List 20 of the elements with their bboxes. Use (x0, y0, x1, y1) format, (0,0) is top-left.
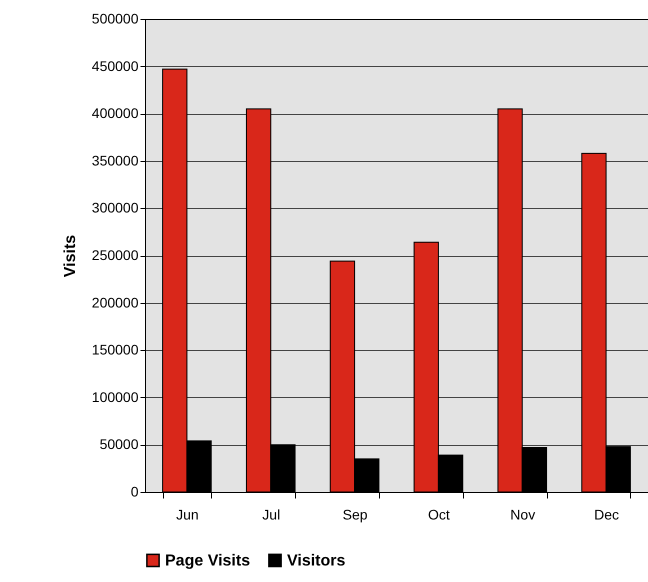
legend-label: Page Visits (165, 552, 250, 570)
y-tick-label: 350000 (92, 152, 139, 168)
y-tick-label: 0 (130, 484, 139, 500)
x-tick-label: Oct (428, 506, 450, 522)
x-tick-label: Jul (262, 506, 280, 522)
y-tick-label: 300000 (92, 200, 139, 216)
y-tick-label: 100000 (92, 388, 139, 405)
y-tick-label: 150000 (92, 342, 139, 358)
x-tick-label: Dec (594, 506, 620, 522)
y-axis-title: Visits (62, 234, 79, 278)
legend-label: Visitors (287, 552, 346, 570)
y-tick-label: 50000 (100, 436, 139, 452)
x-tick-label: Jun (176, 506, 199, 522)
x-tick-label: Nov (510, 506, 536, 522)
y-tick-label: 400000 (92, 105, 139, 122)
y-tick-label: 500000 (92, 10, 139, 26)
y-tick-label: 200000 (92, 294, 139, 310)
y-tick-label: 450000 (92, 58, 139, 74)
x-tick-label: Sep (342, 506, 368, 522)
y-tick-label: 250000 (92, 247, 139, 263)
